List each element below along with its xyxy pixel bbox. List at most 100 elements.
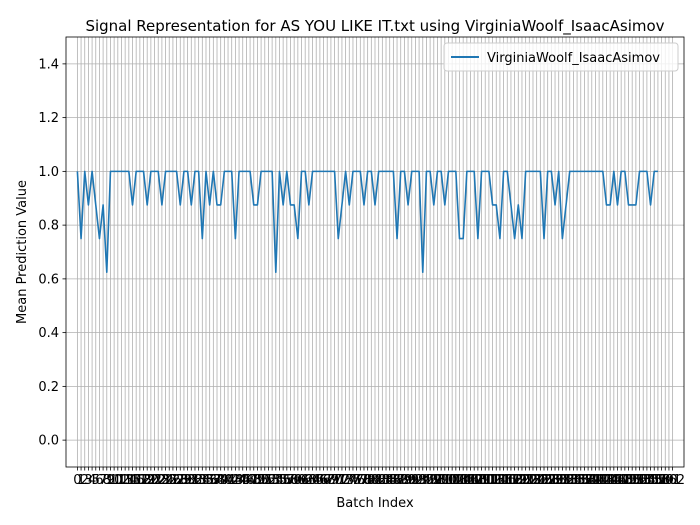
x-axis-ticks: 0123456789101112131415161718192021222324… (73, 467, 685, 488)
x-tick-label: 88 (392, 473, 409, 488)
x-tick-label: 153 (627, 473, 652, 488)
x-tick-label: 120 (506, 473, 531, 488)
x-tick-label: 55 (271, 473, 288, 488)
x-tick-label: 142 (587, 473, 612, 488)
x-tick-label: 39 (212, 473, 229, 488)
x-tick-label: 49 (249, 473, 266, 488)
x-tick-label: 9 (106, 473, 114, 488)
x-tick-label: 5 (92, 473, 100, 488)
x-tick-label: 17 (132, 473, 149, 488)
x-tick-label: 71 (330, 473, 347, 488)
x-tick-label: 122 (513, 473, 538, 488)
x-tick-label: 47 (242, 473, 259, 488)
x-tick-label: 147 (605, 473, 630, 488)
x-tick-label: 48 (245, 473, 262, 488)
x-tick-label: 20 (143, 473, 160, 488)
x-tick-label: 64 (304, 473, 321, 488)
x-tick-label: 158 (645, 473, 670, 488)
x-tick-label: 146 (601, 473, 626, 488)
x-tick-label: 14 (121, 473, 138, 488)
x-tick-label: 12 (113, 473, 130, 488)
x-tick-label: 46 (238, 473, 255, 488)
x-tick-label: 151 (620, 473, 645, 488)
x-tick-label: 87 (389, 473, 406, 488)
x-tick-label: 54 (268, 473, 285, 488)
x-tick-label: 34 (194, 473, 211, 488)
x-tick-label: 126 (528, 473, 553, 488)
x-tick-label: 58 (282, 473, 299, 488)
x-tick-label: 115 (488, 473, 513, 488)
x-tick-label: 100 (432, 473, 457, 488)
x-tick-label: 59 (286, 473, 303, 488)
x-tick-label: 133 (554, 473, 579, 488)
x-tick-label: 157 (642, 473, 667, 488)
x-tick-label: 97 (426, 473, 443, 488)
y-tick-label: 0.6 (38, 272, 59, 287)
x-tick-label: 162 (660, 473, 685, 488)
x-tick-label: 41 (220, 473, 237, 488)
x-tick-label: 84 (378, 473, 395, 488)
x-tick-label: 4 (88, 473, 96, 488)
x-tick-label: 78 (356, 473, 373, 488)
y-tick-label: 1.4 (38, 57, 59, 72)
x-tick-label: 33 (190, 473, 207, 488)
x-tick-label: 134 (557, 473, 582, 488)
x-tick-label: 19 (139, 473, 156, 488)
y-tick-label: 0.4 (38, 326, 59, 341)
x-tick-label: 112 (476, 473, 501, 488)
x-tick-label: 139 (576, 473, 601, 488)
x-tick-label: 135 (561, 473, 586, 488)
x-tick-label: 77 (352, 473, 369, 488)
series-line (76, 170, 658, 273)
x-tick-label: 52 (260, 473, 277, 488)
x-tick-label: 3 (84, 473, 92, 488)
x-tick-label: 42 (223, 473, 240, 488)
x-tick-label: 152 (623, 473, 648, 488)
x-tick-label: 82 (370, 473, 387, 488)
x-tick-label: 121 (510, 473, 535, 488)
x-tick-label: 148 (609, 473, 634, 488)
x-tick-label: 108 (462, 473, 487, 488)
x-tick-label: 7 (99, 473, 107, 488)
x-tick-label: 38 (209, 473, 226, 488)
x-tick-label: 67 (315, 473, 332, 488)
x-tick-label: 86 (385, 473, 402, 488)
x-tick-label: 57 (279, 473, 296, 488)
x-tick-label: 23 (154, 473, 171, 488)
x-tick-label: 89 (396, 473, 413, 488)
x-tick-label: 107 (458, 473, 483, 488)
x-tick-label: 10 (106, 473, 123, 488)
x-tick-label: 137 (568, 473, 593, 488)
x-tick-label: 129 (539, 473, 564, 488)
x-tick-label: 26 (165, 473, 182, 488)
x-tick-label: 159 (649, 473, 674, 488)
x-tick-label: 32 (187, 473, 204, 488)
x-tick-label: 66 (312, 473, 329, 488)
x-tick-label: 15 (124, 473, 141, 488)
x-tick-label: 94 (414, 473, 431, 488)
x-tick-label: 138 (572, 473, 597, 488)
x-tick-label: 113 (480, 473, 505, 488)
x-tick-label: 75 (345, 473, 362, 488)
x-tick-label: 74 (341, 473, 358, 488)
x-tick-label: 65 (308, 473, 325, 488)
y-tick-label: 0.0 (38, 434, 59, 449)
x-tick-label: 92 (407, 473, 424, 488)
x-tick-label: 40 (216, 473, 233, 488)
x-tick-label: 30 (179, 473, 196, 488)
x-tick-label: 114 (484, 473, 509, 488)
x-tick-label: 80 (363, 473, 380, 488)
x-tick-label: 104 (447, 473, 472, 488)
x-tick-label: 29 (176, 473, 193, 488)
x-tick-label: 63 (301, 473, 318, 488)
x-tick-label: 81 (367, 473, 384, 488)
x-tick-label: 136 (565, 473, 590, 488)
x-tick-label: 118 (499, 473, 524, 488)
x-tick-label: 156 (638, 473, 663, 488)
x-tick-label: 127 (532, 473, 557, 488)
x-tick-label: 79 (359, 473, 376, 488)
x-tick-label: 90 (400, 473, 417, 488)
x-axis-label: Batch Index (336, 496, 414, 511)
y-tick-label: 1.2 (38, 111, 59, 126)
